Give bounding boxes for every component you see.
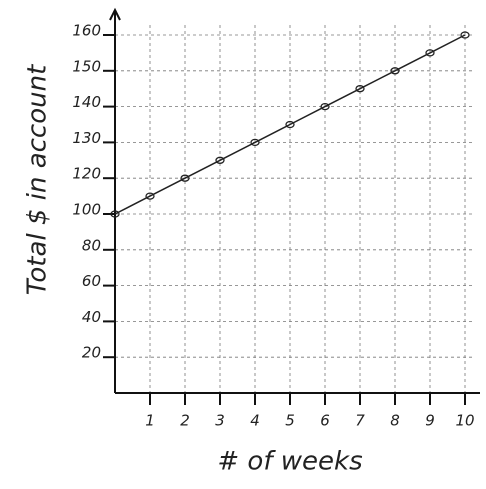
- y-tick-label: 40: [82, 308, 101, 326]
- x-tick-label: 3: [215, 412, 225, 430]
- y-tick-label: 60: [82, 272, 101, 290]
- y-tick-label: 130: [72, 129, 101, 147]
- y-tick-label: 100: [72, 201, 101, 219]
- x-tick-label: 1: [145, 412, 155, 430]
- x-tick-label: 4: [250, 412, 260, 430]
- y-tick-label: 80: [82, 236, 101, 254]
- x-tick-label: 7: [355, 412, 365, 430]
- x-tick-label: 2: [180, 412, 190, 430]
- y-axis-title: Total $ in account: [23, 64, 53, 295]
- y-tick-label: 160: [72, 22, 101, 40]
- x-tick-label: 5: [285, 412, 295, 430]
- x-tick-label: 10: [455, 412, 474, 430]
- x-tick-label: 8: [390, 412, 400, 430]
- y-tick-label: 140: [72, 93, 101, 111]
- chart: Total $ in account # of weeks 20 40 60 80 10…: [0, 0, 486, 489]
- y-tick-label: 20: [82, 344, 101, 362]
- y-tick-label: 150: [72, 57, 101, 75]
- x-tick-label: 9: [425, 412, 435, 430]
- x-tick-label: 6: [320, 412, 330, 430]
- y-tick-label: 120: [72, 165, 101, 183]
- x-axis-title: # of weeks: [217, 447, 362, 477]
